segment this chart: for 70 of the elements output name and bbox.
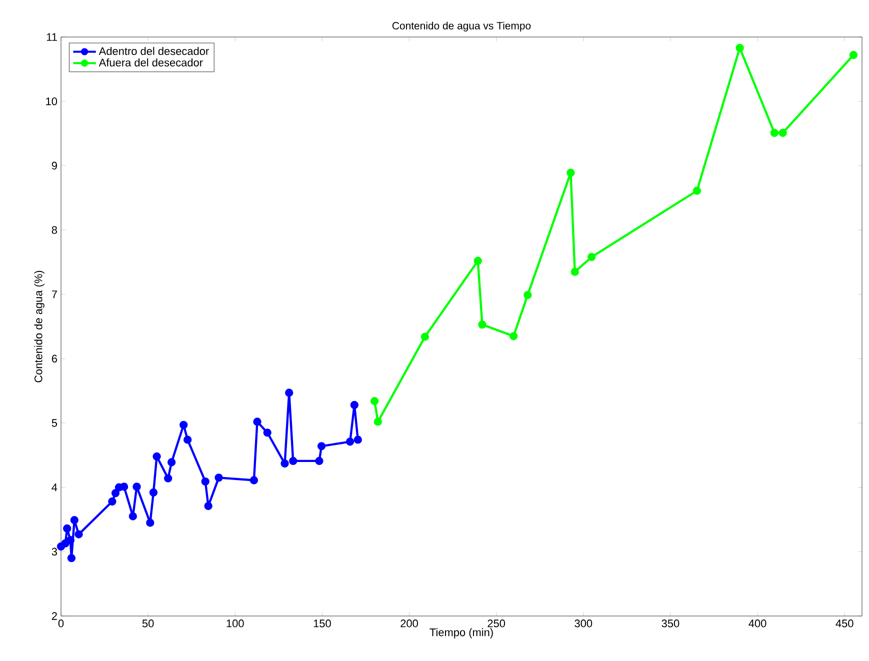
x-axis-title: Tiempo (min) bbox=[430, 628, 493, 638]
x-tick-label: 300 bbox=[574, 620, 592, 628]
point bbox=[74, 530, 83, 538]
point bbox=[263, 428, 272, 437]
point bbox=[566, 168, 575, 177]
point bbox=[128, 512, 137, 520]
y-tick-label: 8 bbox=[52, 226, 57, 234]
point bbox=[201, 477, 210, 486]
point bbox=[108, 497, 116, 506]
point bbox=[204, 502, 212, 510]
point bbox=[524, 290, 532, 300]
point bbox=[354, 436, 362, 444]
y-tick-label: 6 bbox=[52, 354, 57, 363]
point bbox=[849, 50, 858, 60]
y-tick-label: 11 bbox=[46, 33, 57, 41]
point bbox=[164, 474, 172, 482]
x-tick-label: 250 bbox=[488, 620, 506, 628]
point bbox=[63, 524, 72, 533]
x-tick-label: 100 bbox=[226, 620, 244, 628]
point bbox=[214, 474, 223, 482]
y-tick-label: 10 bbox=[46, 97, 58, 106]
y-tick-label: 9 bbox=[52, 162, 57, 170]
x-tick-label: 450 bbox=[836, 620, 854, 628]
y-axis-title: Contenido de agua (%) bbox=[34, 270, 44, 382]
x-tick-label: 200 bbox=[400, 620, 418, 628]
point bbox=[184, 436, 192, 444]
x-tick-label: 0 bbox=[58, 620, 64, 628]
point bbox=[66, 536, 74, 544]
x-tick-label: 350 bbox=[662, 620, 680, 628]
point bbox=[692, 186, 702, 195]
point bbox=[478, 320, 486, 329]
point bbox=[474, 256, 482, 265]
y-tick-label: 4 bbox=[52, 484, 58, 492]
point bbox=[180, 420, 188, 430]
point bbox=[149, 488, 158, 497]
legend-label: Afuera del desecador bbox=[98, 58, 203, 66]
x-tick-label: 400 bbox=[748, 620, 766, 628]
point bbox=[152, 452, 161, 461]
point bbox=[167, 458, 176, 466]
point bbox=[370, 397, 379, 406]
y-tick-label: 2 bbox=[52, 612, 57, 620]
point bbox=[346, 438, 354, 446]
y-tick-label: 7 bbox=[52, 290, 57, 298]
legend-label: Adentro del desecador bbox=[98, 46, 209, 56]
point bbox=[420, 332, 430, 341]
point bbox=[289, 456, 298, 466]
point bbox=[111, 489, 120, 498]
point bbox=[317, 442, 326, 450]
point bbox=[770, 128, 779, 137]
y-tick-label: 5 bbox=[52, 419, 58, 427]
point bbox=[67, 554, 76, 562]
point bbox=[374, 418, 382, 426]
x-tick-label: 150 bbox=[314, 620, 331, 628]
point bbox=[736, 44, 744, 52]
point bbox=[315, 456, 324, 466]
chart-title: Contenido de agua vs Tiempo bbox=[392, 22, 531, 32]
point bbox=[509, 332, 518, 340]
point bbox=[588, 252, 596, 262]
x-tick-label: 50 bbox=[142, 620, 154, 628]
point bbox=[70, 516, 78, 524]
point bbox=[570, 268, 579, 276]
point bbox=[146, 518, 154, 527]
point bbox=[280, 459, 289, 468]
point bbox=[132, 482, 141, 491]
y-tick-label: 3 bbox=[52, 548, 57, 556]
point bbox=[350, 400, 358, 410]
point bbox=[250, 476, 258, 484]
point bbox=[285, 388, 294, 397]
point bbox=[253, 418, 262, 426]
point bbox=[778, 128, 787, 137]
